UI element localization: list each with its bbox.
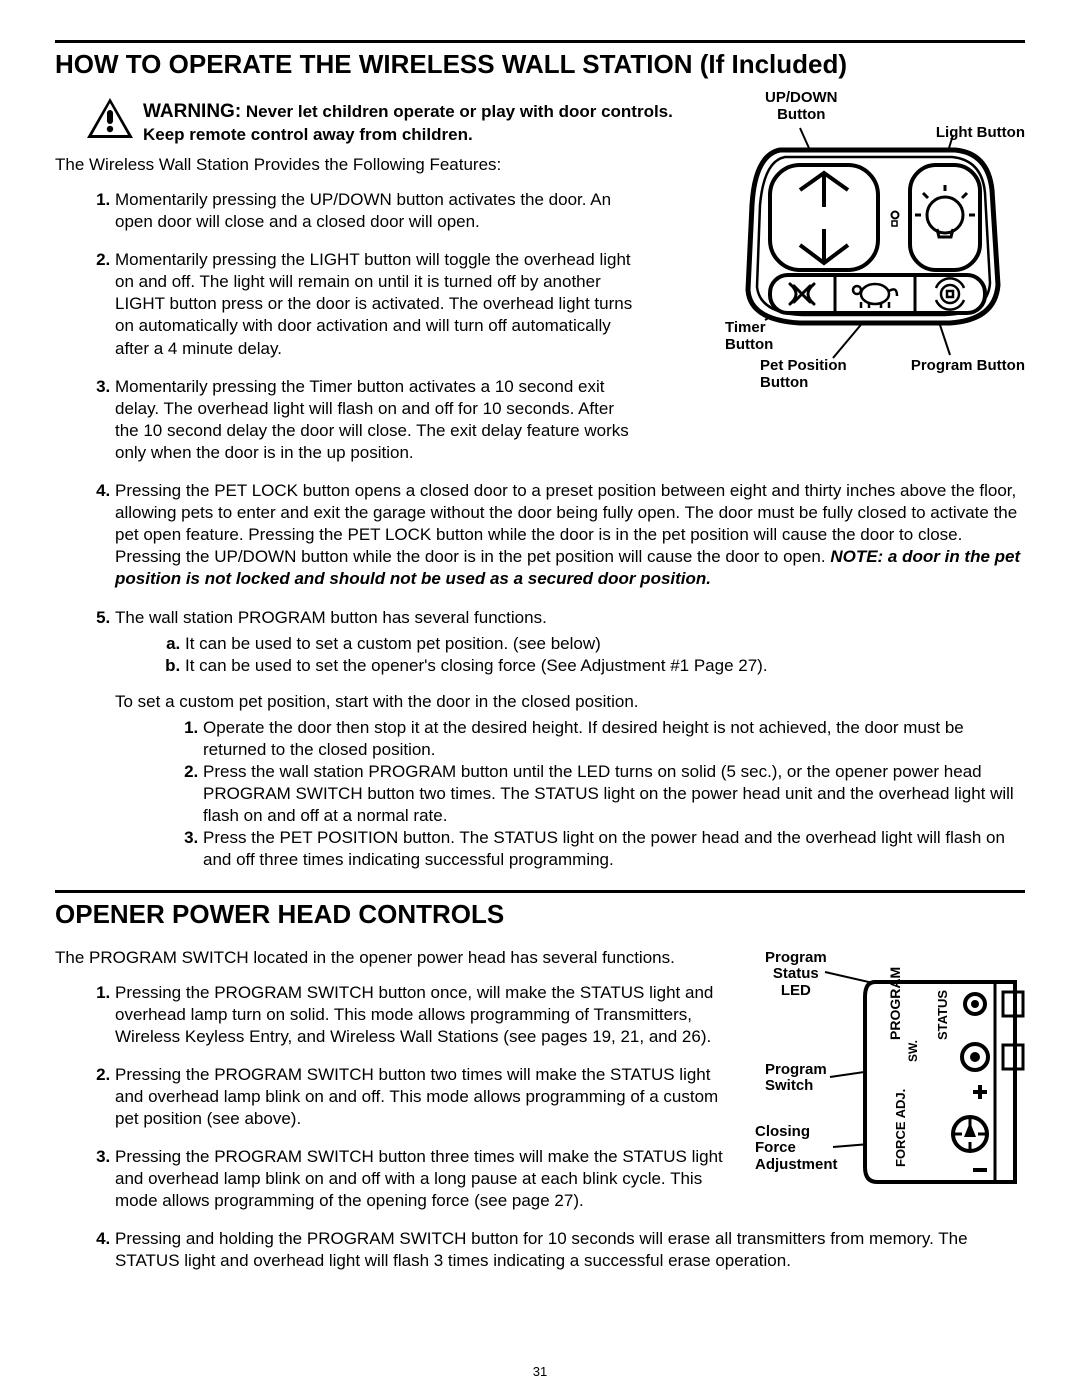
divider bbox=[55, 40, 1025, 43]
list-item: It can be used to set the opener's closi… bbox=[185, 655, 1025, 677]
section2-list-wide: Pressing and holding the PROGRAM SWITCH … bbox=[55, 1228, 1025, 1272]
label-program: Program Button bbox=[911, 358, 1025, 375]
sublist-alpha: It can be used to set a custom pet posit… bbox=[115, 633, 1025, 677]
list-item: Momentarily pressing the UP/DOWN button … bbox=[115, 189, 635, 233]
list-item: Momentarily pressing the Timer button ac… bbox=[115, 376, 635, 464]
list-item: Pressing the PROGRAM SWITCH button three… bbox=[115, 1146, 735, 1212]
rot-force: FORCE ADJ. bbox=[893, 1088, 908, 1166]
list-item: The wall station PROGRAM button has seve… bbox=[115, 607, 1025, 872]
list-item: Momentarily pressing the LIGHT button wi… bbox=[115, 249, 635, 359]
section1-top-row: WARNING: Never let children operate or p… bbox=[55, 90, 1025, 480]
section2-intro: The PROGRAM SWITCH located in the opener… bbox=[55, 948, 745, 968]
label-pet: Pet Position Button bbox=[760, 358, 847, 391]
section1-list-bottom: Pressing the PET LOCK button opens a clo… bbox=[55, 480, 1025, 872]
power-head-figure: Program Status LED Program Switch Closin… bbox=[755, 942, 1025, 1212]
rot-sw: SW. bbox=[906, 1040, 920, 1062]
label-force: Closing Force Adjustment bbox=[755, 1124, 838, 1174]
section2-row: The PROGRAM SWITCH located in the opener… bbox=[55, 942, 1025, 1229]
list-item: Pressing the PET LOCK button opens a clo… bbox=[115, 480, 1025, 590]
label-light: Light Button bbox=[936, 125, 1025, 142]
section2-title: OPENER POWER HEAD CONTROLS bbox=[55, 899, 1025, 930]
divider bbox=[55, 890, 1025, 893]
warning-text: WARNING: Never let children operate or p… bbox=[143, 96, 715, 145]
list-item: Pressing the PROGRAM SWITCH button once,… bbox=[115, 982, 735, 1048]
sublist-numeric: Operate the door then stop it at the des… bbox=[115, 717, 1025, 872]
list-item: Operate the door then stop it at the des… bbox=[203, 717, 1025, 761]
list-item: Press the PET POSITION button. The STATU… bbox=[203, 827, 1025, 871]
section2-list: Pressing the PROGRAM SWITCH button once,… bbox=[55, 982, 735, 1213]
section1-title: HOW TO OPERATE THE WIRELESS WALL STATION… bbox=[55, 49, 1025, 80]
list-item: Pressing the PROGRAM SWITCH button two t… bbox=[115, 1064, 735, 1130]
label-timer: Timer Button bbox=[725, 320, 773, 353]
rot-program: PROGRAM bbox=[887, 966, 903, 1039]
list-item: Press the wall station PROGRAM button un… bbox=[203, 761, 1025, 827]
page-number: 31 bbox=[0, 1364, 1080, 1379]
list-item: Pressing and holding the PROGRAM SWITCH … bbox=[115, 1228, 1025, 1272]
label-switch: Program Switch bbox=[765, 1062, 827, 1095]
warning-triangle-icon bbox=[85, 96, 135, 145]
rot-status: STATUS bbox=[935, 989, 950, 1039]
warning-lead: WARNING: bbox=[143, 101, 241, 122]
label-led: Program Status LED bbox=[765, 950, 827, 1000]
pet-para: To set a custom pet position, start with… bbox=[115, 691, 1025, 713]
wall-station-figure: UP/DOWN Button Light Button Timer Button… bbox=[725, 90, 1025, 400]
manual-page: HOW TO OPERATE THE WIRELESS WALL STATION… bbox=[0, 0, 1080, 1397]
warning-block: WARNING: Never let children operate or p… bbox=[85, 96, 715, 145]
label-updown: UP/DOWN Button bbox=[765, 90, 838, 123]
list-item: It can be used to set a custom pet posit… bbox=[185, 633, 1025, 655]
section1-list-top: Momentarily pressing the UP/DOWN button … bbox=[55, 189, 635, 464]
section1-intro: The Wireless Wall Station Provides the F… bbox=[55, 155, 715, 175]
